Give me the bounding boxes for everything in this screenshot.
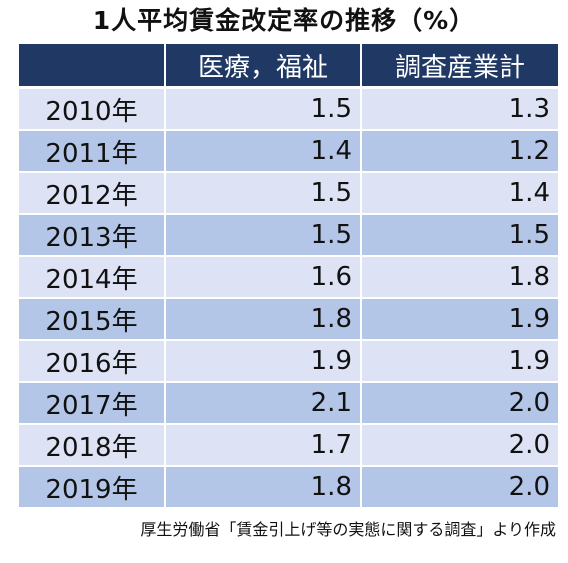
header-medical-welfare: 医療，福祉 [164,44,361,89]
header-year [19,44,165,89]
all-industries-value: 2.0 [360,465,558,507]
year-cell: 2011年 [19,129,165,172]
medical-welfare-value: 1.8 [164,297,361,340]
medical-welfare-value: 2.1 [164,381,361,424]
wage-revision-table: 医療，福祉 調査産業計 2010年 1.5 1.3 2011年 1.4 1.2 2012年 1… [19,44,558,507]
table-row: 2013年 1.5 1.5 [19,213,558,256]
table-row: 2014年 1.6 1.8 [19,255,558,298]
year-cell: 2013年 [19,213,165,256]
table-row: 2015年 1.8 1.9 [19,297,558,340]
table-row: 2018年 1.7 2.0 [19,423,558,466]
table-row: 2010年 1.5 1.3 [19,86,558,130]
header-row: 医療，福祉 調査産業計 [19,44,558,89]
header-all-industries: 調査産業計 [360,44,558,89]
year-cell: 2017年 [19,381,165,424]
all-industries-value: 1.9 [360,339,558,382]
all-industries-value: 1.9 [360,297,558,340]
table-row: 2016年 1.9 1.9 [19,339,558,382]
table-body: 2010年 1.5 1.3 2011年 1.4 1.2 2012年 1.5 1.4 2013年 1.… [19,86,558,507]
table-row: 2011年 1.4 1.2 [19,129,558,172]
table-row: 2019年 1.8 2.0 [19,465,558,507]
table-row: 2012年 1.5 1.4 [19,171,558,214]
medical-welfare-value: 1.5 [164,86,361,130]
medical-welfare-value: 1.5 [164,171,361,214]
year-cell: 2012年 [19,171,165,214]
all-industries-value: 1.8 [360,255,558,298]
year-cell: 2019年 [19,465,165,507]
year-cell: 2010年 [19,86,165,130]
medical-welfare-value: 1.6 [164,255,361,298]
medical-welfare-value: 1.7 [164,423,361,466]
table-row: 2017年 2.1 2.0 [19,381,558,424]
all-industries-value: 1.5 [360,213,558,256]
table-title: 1人平均賃金改定率の推移（%） [92,6,476,35]
medical-welfare-value: 1.5 [164,213,361,256]
all-industries-value: 2.0 [360,381,558,424]
all-industries-value: 1.2 [360,129,558,172]
medical-welfare-value: 1.8 [164,465,361,507]
all-industries-value: 1.4 [360,171,558,214]
source-note: 厚生労働省「賃金引上げ等の実態に関する調査」より作成 [140,520,556,539]
year-cell: 2014年 [19,255,165,298]
medical-welfare-value: 1.4 [164,129,361,172]
year-cell: 2018年 [19,423,165,466]
medical-welfare-value: 1.9 [164,339,361,382]
year-cell: 2015年 [19,297,165,340]
all-industries-value: 2.0 [360,423,558,466]
all-industries-value: 1.3 [360,86,558,130]
year-cell: 2016年 [19,339,165,382]
